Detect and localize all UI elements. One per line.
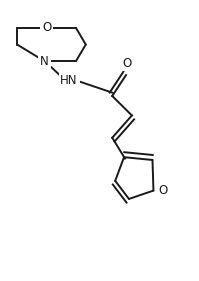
Text: O: O	[42, 21, 51, 34]
Text: HN: HN	[60, 74, 78, 87]
Text: N: N	[40, 55, 49, 68]
Text: O: O	[158, 184, 168, 197]
Text: O: O	[122, 57, 132, 70]
